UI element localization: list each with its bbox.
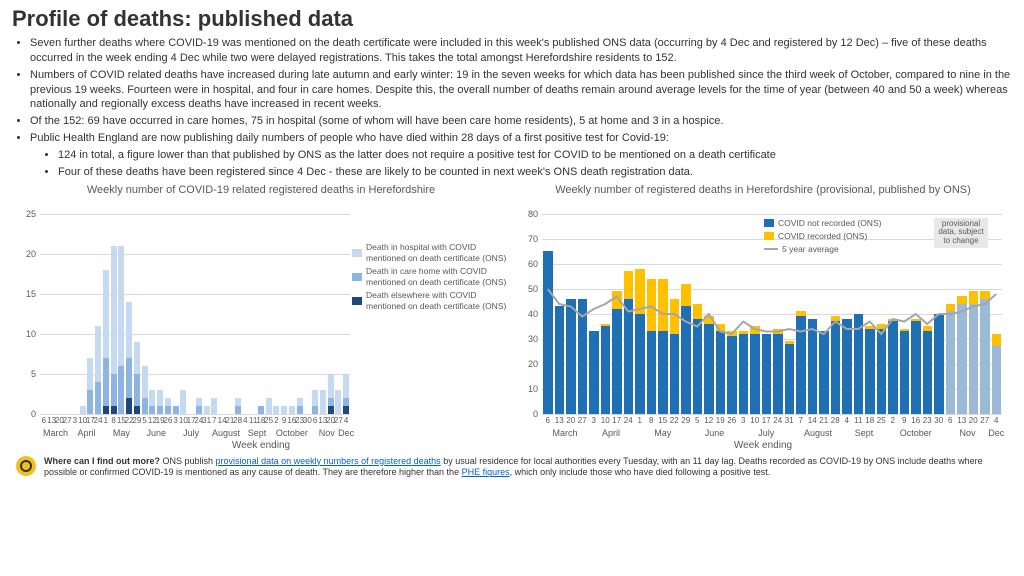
bullet-list: Seven further deaths where COVID-19 was … [12,36,1012,180]
footer: Where can I find out more? ONS publish p… [12,456,1012,479]
bullet-item: Public Health England are now publishing… [30,131,1012,180]
chart1-title: Weekly number of COVID-19 related regist… [12,184,510,197]
sub-bullet-item: 124 in total, a figure lower than that p… [58,148,1012,163]
phe-link[interactable]: PHE figures [462,467,510,477]
bullet-item: Of the 152: 69 have occurred in care hom… [30,114,1012,129]
chart2-title: Weekly number of registered deaths in He… [514,184,1012,197]
bullet-item: Seven further deaths where COVID-19 was … [30,36,1012,66]
info-icon [16,456,36,476]
sub-bullet-item: Four of these deaths have been registere… [58,165,1012,180]
all-deaths-chart: Weekly number of registered deaths in He… [514,182,1012,452]
sub-bullet-list: 124 in total, a figure lower than that p… [30,148,1012,180]
covid-deaths-chart: Weekly number of COVID-19 related regist… [12,182,510,452]
footer-text: Where can I find out more? ONS publish p… [44,456,1008,479]
page-title: Profile of deaths: published data [12,6,1012,32]
ons-link[interactable]: provisional data on weekly numbers of re… [216,456,441,466]
bullet-item: Numbers of COVID related deaths have inc… [30,68,1012,113]
